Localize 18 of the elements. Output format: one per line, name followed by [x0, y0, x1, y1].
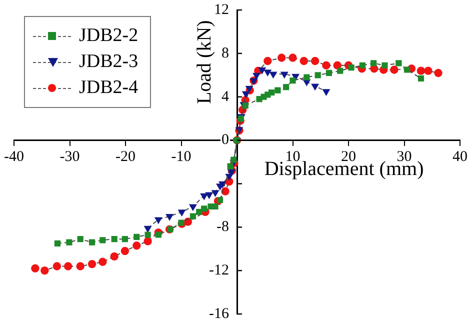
y-tick-label: 4	[222, 88, 230, 105]
x-tick-label: 20	[341, 149, 356, 166]
y-tick-label: 8	[222, 45, 229, 62]
x-tick-label: -40	[4, 149, 24, 166]
y-tick-label: 0	[222, 132, 229, 148]
legend-label: JDB2-3	[79, 51, 138, 73]
x-tick-label: 40	[452, 149, 468, 166]
y-tick-label: -16	[209, 306, 230, 320]
y-tick-label: 12	[214, 2, 229, 18]
x-tick-label: -30	[60, 149, 80, 166]
x-tick-label: 30	[396, 149, 412, 166]
x-tick-label: -20	[116, 149, 136, 166]
legend-label: JDB2-2	[79, 25, 138, 47]
y-tick-label: -12	[209, 262, 229, 279]
y-axis-title: Load (kN)	[193, 20, 216, 104]
y-tick-label: -8	[216, 219, 229, 236]
legend-label: JDB2-4	[79, 77, 138, 99]
x-tick-label: -10	[171, 149, 192, 166]
